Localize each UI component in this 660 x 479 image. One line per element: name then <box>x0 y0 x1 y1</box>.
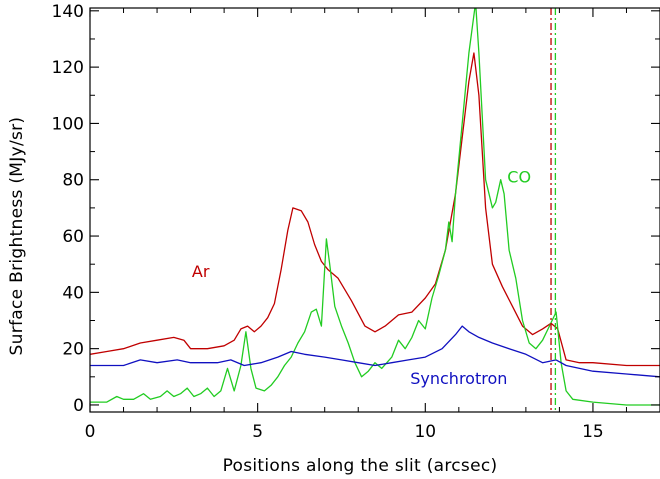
series-line-synchrotron <box>90 325 660 378</box>
series-annotations: Ar CO Synchrotron <box>192 168 531 388</box>
x-tick-label: 15 <box>582 422 604 442</box>
annotation-synchrotron: Synchrotron <box>410 369 507 388</box>
x-tick-label: 10 <box>414 422 436 442</box>
annotation-ar: Ar <box>192 262 210 281</box>
x-axis-label: Positions along the slit (arcsec) <box>223 456 498 476</box>
y-tick-label: 100 <box>52 114 84 134</box>
x-tick-label: 0 <box>85 422 96 442</box>
plot-frame <box>89 7 660 413</box>
y-tick-label: 60 <box>62 227 84 247</box>
x-tick-label: 5 <box>252 422 263 442</box>
series-line-co <box>90 8 660 406</box>
y-tick-label: 140 <box>52 2 84 22</box>
y-tick-label: 120 <box>52 58 84 78</box>
y-tick-label: 80 <box>62 171 84 191</box>
axis-ticks: 0 5 10 15 0 20 40 60 80 100 120 140 <box>52 2 660 442</box>
annotation-co: CO <box>507 168 531 187</box>
plot-lines <box>90 8 660 406</box>
vertical-marker-lines <box>550 8 557 412</box>
y-axis-label: Surface Brightness (MJy/sr) <box>7 117 27 356</box>
series-line-ar <box>90 52 660 367</box>
y-tick-label: 0 <box>73 396 84 416</box>
y-tick-label: 40 <box>62 283 84 303</box>
y-tick-label: 20 <box>62 340 84 360</box>
